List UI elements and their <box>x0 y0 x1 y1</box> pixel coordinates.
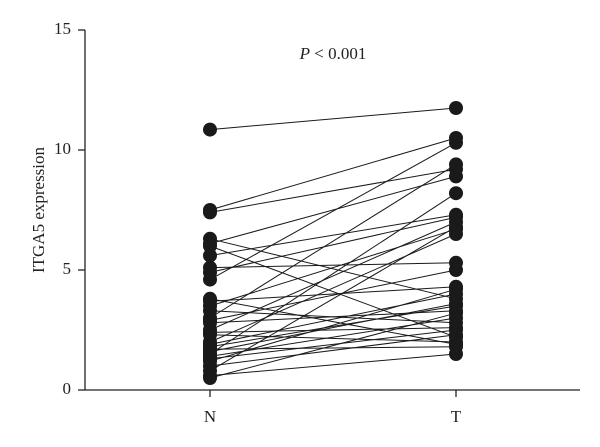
point <box>449 101 463 115</box>
point <box>449 169 463 184</box>
point <box>203 291 217 306</box>
point <box>203 265 217 280</box>
point <box>449 186 463 201</box>
point <box>449 219 463 234</box>
y-tick-label: 5 <box>63 259 72 278</box>
point <box>449 320 463 335</box>
pair-line <box>209 298 457 345</box>
point <box>449 263 463 277</box>
pair-line <box>209 293 457 345</box>
pair-line <box>209 142 457 281</box>
annotation-italic: P <box>299 44 310 63</box>
pair-line <box>209 192 457 355</box>
point <box>203 122 217 137</box>
annotation: P < 0.001 <box>299 44 367 63</box>
pair-line <box>209 245 457 338</box>
pair-line <box>209 216 457 273</box>
pair-line <box>209 137 457 211</box>
pair-line <box>209 286 457 302</box>
pair-line <box>209 329 457 360</box>
point <box>449 337 463 352</box>
point <box>203 344 217 359</box>
y-axis-label: ITGA5 expression <box>29 146 48 273</box>
y-tick-label: 15 <box>54 19 71 38</box>
point <box>449 135 463 150</box>
point <box>449 157 463 172</box>
point <box>449 306 463 321</box>
pair-line <box>209 226 457 372</box>
x-tick-label: N <box>204 407 216 426</box>
point <box>449 210 463 225</box>
pair-line <box>209 107 457 131</box>
point <box>203 371 217 385</box>
pair-line <box>209 168 457 213</box>
pair-line <box>209 221 457 331</box>
y-tick-label: 10 <box>54 139 71 158</box>
pair-line <box>209 288 457 362</box>
annotation-text: < 0.001 <box>310 44 366 63</box>
pair-line <box>209 327 457 333</box>
point <box>449 347 463 361</box>
point <box>449 296 463 311</box>
pair-line <box>209 175 457 245</box>
pair-line <box>209 334 457 367</box>
y-tick-label: 0 <box>63 379 72 398</box>
pair-line <box>209 233 457 343</box>
point <box>203 325 217 340</box>
pair-line <box>209 353 457 377</box>
pair-line <box>209 305 457 348</box>
x-tick-label: T <box>451 407 462 426</box>
pair-line <box>209 228 457 307</box>
pair-line <box>209 312 457 379</box>
point <box>203 205 217 220</box>
point <box>203 248 217 263</box>
point <box>449 282 463 297</box>
pair-line <box>209 214 457 257</box>
pair-line <box>209 163 457 319</box>
pair-line <box>209 262 457 269</box>
pair-line <box>209 303 457 353</box>
pair-line <box>209 238 457 300</box>
point <box>203 239 217 253</box>
